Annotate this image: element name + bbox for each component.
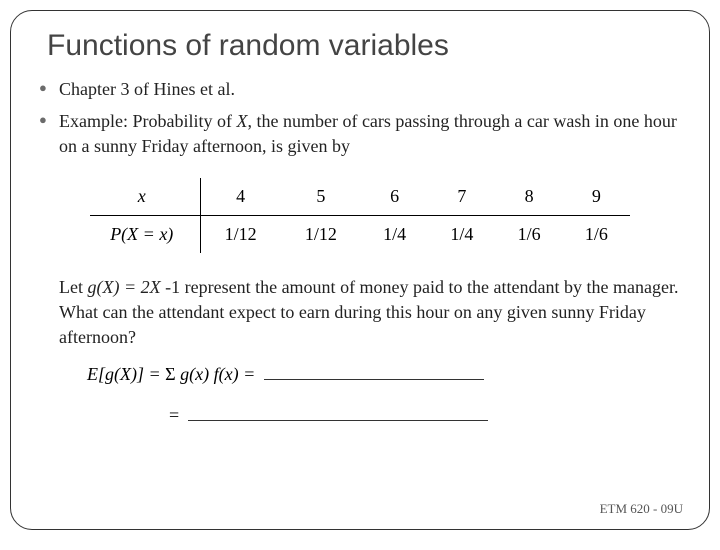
blank-2 (188, 403, 488, 421)
bullet-chapter-text: Chapter 3 of Hines et al. (59, 79, 235, 99)
slide-frame: Functions of random variables Chapter 3 … (10, 10, 710, 530)
p-val-3: 1/4 (428, 215, 495, 253)
let-gx: g(X) = 2X (88, 277, 166, 297)
row-label-x: x (90, 178, 200, 216)
p-val-0: 1/12 (200, 215, 281, 253)
p-val-2: 1/4 (361, 215, 428, 253)
bullet-example: Example: Probability of X, the number of… (39, 109, 681, 158)
x-val-1: 5 (281, 178, 361, 216)
p-val-1: 1/12 (281, 215, 361, 253)
footer-label: ETM 620 - 09U (600, 501, 683, 517)
x-val-4: 8 (495, 178, 562, 216)
bullet-chapter: Chapter 3 of Hines et al. (39, 77, 681, 101)
row-label-p: P(X = x) (90, 215, 200, 253)
eq-rhs: g(x) f(x) = (176, 364, 260, 384)
equation-line-2: = (39, 403, 681, 426)
x-val-2: 6 (361, 178, 428, 216)
p-val-5: 1/6 (563, 215, 630, 253)
x-val-0: 4 (200, 178, 281, 216)
x-val-5: 9 (563, 178, 630, 216)
let-prefix: Let (59, 277, 88, 297)
slide-title: Functions of random variables (47, 29, 681, 63)
bullet-example-ital: X (236, 111, 247, 131)
sigma-symbol: Σ (165, 364, 175, 384)
bullet-example-prefix: Example: Probability of (59, 111, 236, 131)
eq2-prefix: = (169, 405, 184, 425)
probability-table-wrap: x 4 5 6 7 8 9 P(X = x) 1/12 1/12 1/4 1/4… (90, 178, 630, 253)
blank-1 (264, 362, 484, 380)
probability-table: x 4 5 6 7 8 9 P(X = x) 1/12 1/12 1/4 1/4… (90, 178, 630, 253)
p-val-4: 1/6 (495, 215, 562, 253)
eq-lhs: E[g(X)] = (87, 364, 165, 384)
table-row-p: P(X = x) 1/12 1/12 1/4 1/4 1/6 1/6 (90, 215, 630, 253)
bullet-list: Chapter 3 of Hines et al. Example: Proba… (39, 77, 681, 158)
table-row-x: x 4 5 6 7 8 9 (90, 178, 630, 216)
let-paragraph: Let g(X) = 2X -1 represent the amount of… (39, 275, 681, 351)
x-val-3: 7 (428, 178, 495, 216)
equation-line-1: E[g(X)] = Σ g(x) f(x) = (39, 362, 681, 385)
